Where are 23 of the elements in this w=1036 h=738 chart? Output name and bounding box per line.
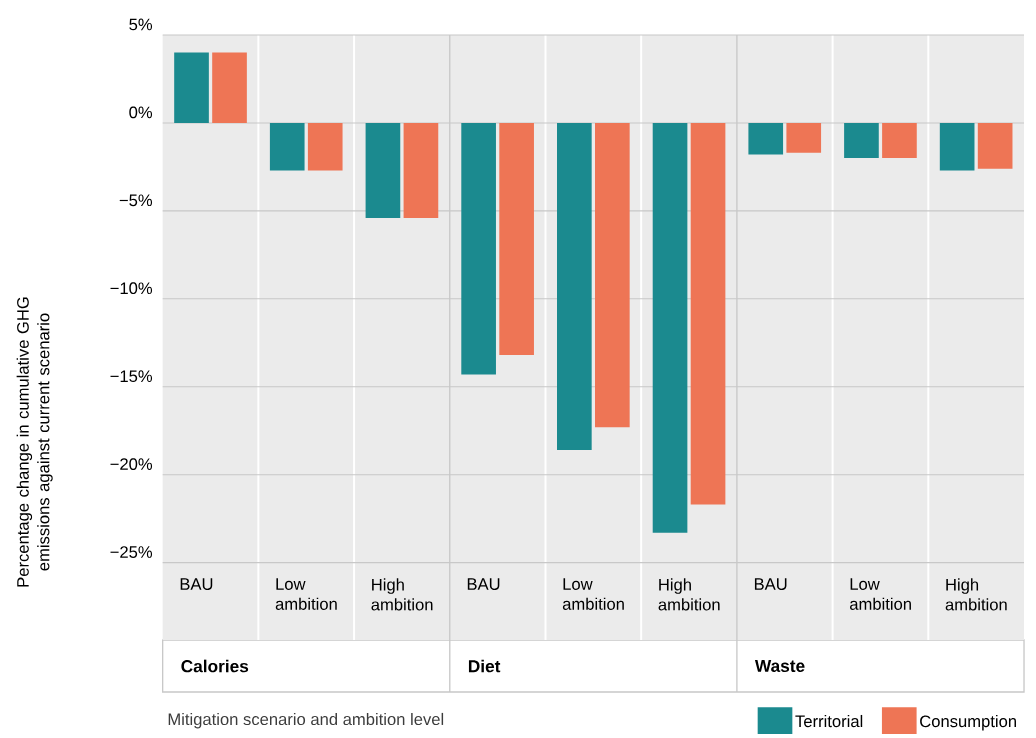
x-tick-label: High ambition	[945, 578, 1007, 611]
y-tick-label: 0%	[129, 106, 153, 119]
legend-label: Territorial	[795, 714, 863, 728]
y-tick-label: 5%	[129, 18, 153, 31]
y-tick-label: −10%	[110, 282, 153, 295]
x-tick-label: BAU	[180, 578, 213, 590]
x-tick-label: High ambition	[371, 578, 433, 611]
text: Diet	[468, 659, 501, 673]
x-tick-label: BAU	[467, 578, 500, 590]
x-axis-title: Mitigation scenario and ambition level	[168, 712, 444, 729]
y-tick-label: −5%	[119, 194, 153, 207]
y-tick-label: −20%	[110, 458, 153, 470]
text: Calories	[181, 659, 249, 673]
x-tick-label: BAU	[754, 578, 787, 590]
x-tick-label: Low ambition	[562, 578, 624, 610]
y-axis-title: Percentage change in cumulative GHG emissions against current scenario	[16, 297, 53, 587]
x-tick-label: High ambition	[658, 578, 720, 611]
legend-label: Consumption	[920, 714, 1016, 731]
x-tick-label: Low ambition	[275, 578, 337, 610]
text: Waste	[754, 659, 805, 673]
y-tick-label: −25%	[110, 546, 153, 558]
x-tick-label: Low ambition	[849, 578, 911, 610]
y-tick-label: −15%	[110, 370, 153, 383]
